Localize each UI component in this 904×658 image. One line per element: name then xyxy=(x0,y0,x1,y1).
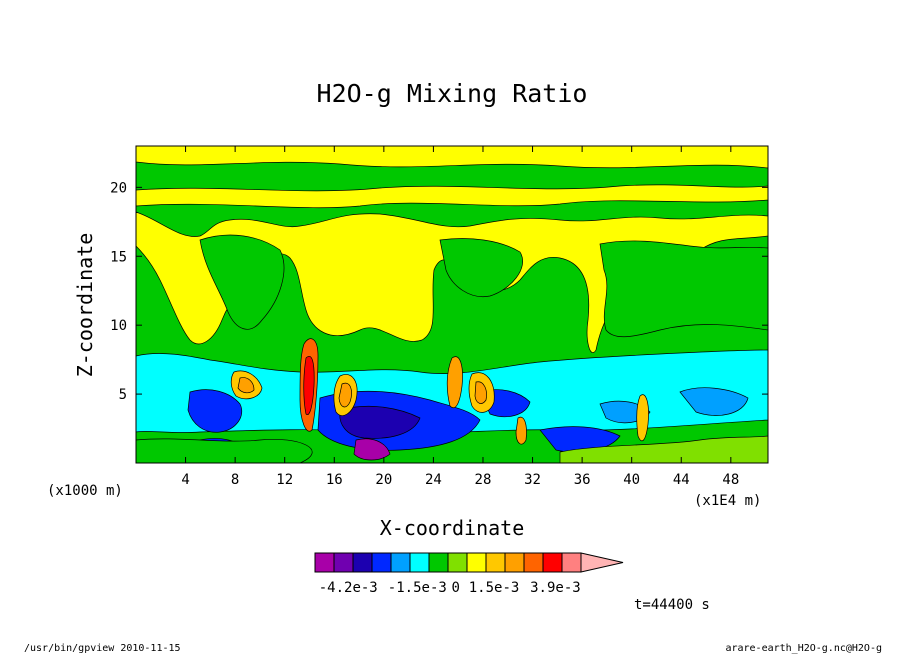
colorbar-swatch xyxy=(561,552,582,573)
colorbar-label: -4.2e-3 xyxy=(319,580,378,596)
colorbar-swatch xyxy=(409,552,430,573)
x-tick-label: 28 xyxy=(475,472,492,488)
x-tick-label: 48 xyxy=(722,472,739,488)
colorbar-swatch xyxy=(523,552,544,573)
x-axis-label: X-coordinate xyxy=(380,516,525,540)
chart-title: H2O-g Mixing Ratio xyxy=(317,79,588,108)
plot-frame xyxy=(135,145,769,464)
y-tick-label: 5 xyxy=(119,387,127,403)
x-tick-label: 36 xyxy=(574,472,591,488)
colorbar-swatch xyxy=(314,552,335,573)
y-tick-label: 10 xyxy=(110,318,127,334)
colorbar-labels: -4.2e-3 -1.5e-3 0 1.5e-3 3.9e-3 xyxy=(319,580,581,596)
colorbar-swatch xyxy=(542,552,563,573)
colorbar-label: 1.5e-3 xyxy=(469,580,520,596)
footer-left: /usr/bin/gpview 2010-11-15 xyxy=(24,643,181,654)
colorbar-label: 3.9e-3 xyxy=(530,580,581,596)
colorbar-swatch xyxy=(466,552,487,573)
colorbar-swatch xyxy=(390,552,411,573)
x-unit-left: (x1000 m) xyxy=(47,483,123,499)
contour-field xyxy=(136,146,768,463)
colorbar-swatch xyxy=(447,552,468,573)
colorbar xyxy=(314,552,624,573)
x-unit-right: (x1E4 m) xyxy=(694,493,761,509)
colorbar-label: 0 xyxy=(451,580,459,596)
colorbar-swatch xyxy=(352,552,373,573)
y-axis-label: Z-coordinate xyxy=(73,233,97,378)
x-tick-label: 16 xyxy=(326,472,343,488)
x-tick-label: 44 xyxy=(673,472,690,488)
footer-right: arare-earth_H2O-g.nc@H2O-g xyxy=(725,643,882,654)
colorbar-label: -1.5e-3 xyxy=(388,580,447,596)
y-tick-label: 20 xyxy=(110,180,127,196)
colorbar-arrow xyxy=(580,552,624,573)
x-tick-label: 8 xyxy=(231,472,239,488)
colorbar-swatch xyxy=(485,552,506,573)
x-tick-label: 12 xyxy=(276,472,293,488)
x-axis: 4 8 12 16 20 24 28 32 36 40 44 48 xyxy=(181,146,739,488)
x-tick-label: 24 xyxy=(425,472,442,488)
time-label: t=44400 s xyxy=(634,597,710,613)
colorbar-swatch xyxy=(504,552,525,573)
x-tick-label: 32 xyxy=(524,472,541,488)
x-tick-label: 40 xyxy=(623,472,640,488)
x-tick-label: 4 xyxy=(181,472,189,488)
x-tick-label: 20 xyxy=(375,472,392,488)
y-tick-label: 15 xyxy=(110,249,127,265)
colorbar-swatch xyxy=(428,552,449,573)
colorbar-swatch xyxy=(333,552,354,573)
colorbar-swatch xyxy=(371,552,392,573)
y-axis: 5 10 15 20 xyxy=(110,180,768,403)
